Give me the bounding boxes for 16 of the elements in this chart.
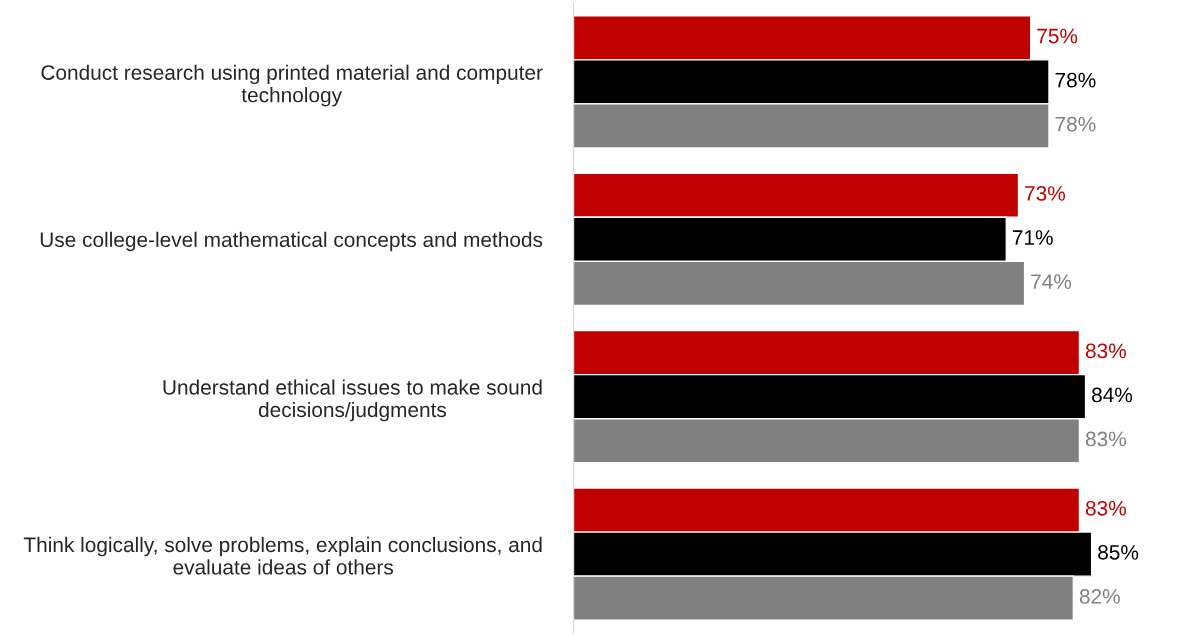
data-label: 78% (1055, 72, 1096, 88)
y-tick-label: Use college-level mathematical concepts and methods (40, 231, 543, 252)
data-label: 75% (1037, 28, 1078, 44)
data-label: 74% (1031, 274, 1072, 289)
y-tick-label: Understand ethical issues to make sound decisions/judgments (163, 379, 542, 422)
data-label: 84% (1092, 387, 1133, 403)
data-label: 71% (1012, 230, 1053, 245)
data-label: 82% (1079, 589, 1120, 604)
y-tick-label: Think logically, solve problems, explain conclusions, and evaluate ideas of others (23, 536, 542, 575)
data-label: 83% (1085, 500, 1126, 516)
data-label: 83% (1085, 431, 1126, 447)
data-label: 85% (1098, 544, 1139, 560)
data-label: 73% (1025, 186, 1066, 201)
y-tick-label: Conduct research using printed material and computer technology (41, 64, 543, 107)
data-label: 83% (1085, 343, 1126, 359)
data-label: 78% (1055, 116, 1096, 132)
